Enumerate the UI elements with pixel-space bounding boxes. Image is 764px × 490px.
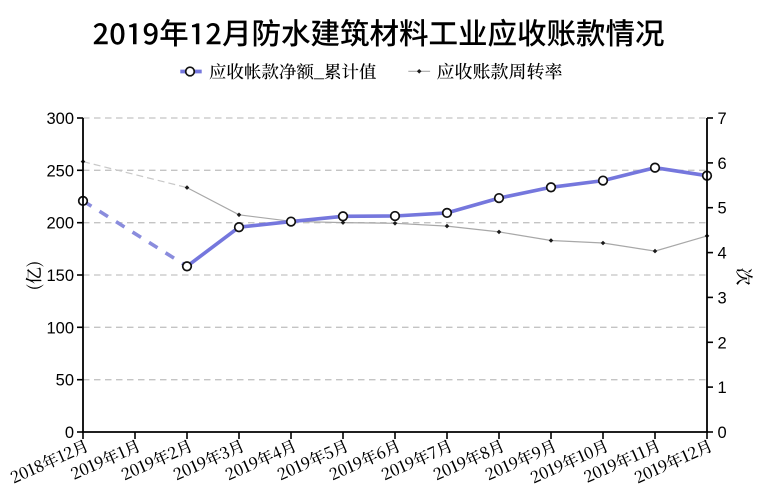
svg-text:3: 3 <box>718 289 727 307</box>
svg-text:250: 250 <box>46 162 74 180</box>
svg-text:2: 2 <box>718 334 727 352</box>
svg-text:200: 200 <box>46 215 74 233</box>
svg-text:7: 7 <box>718 110 727 128</box>
svg-text:6: 6 <box>718 155 727 173</box>
svg-text:1: 1 <box>718 379 727 397</box>
svg-text:5: 5 <box>718 200 727 218</box>
svg-text:150: 150 <box>46 267 74 285</box>
svg-text:0: 0 <box>718 424 727 442</box>
svg-text:0: 0 <box>65 424 74 442</box>
svg-text:100: 100 <box>46 319 74 337</box>
svg-text:300: 300 <box>46 110 74 128</box>
svg-text:50: 50 <box>56 372 74 390</box>
svg-text:4: 4 <box>718 245 727 263</box>
